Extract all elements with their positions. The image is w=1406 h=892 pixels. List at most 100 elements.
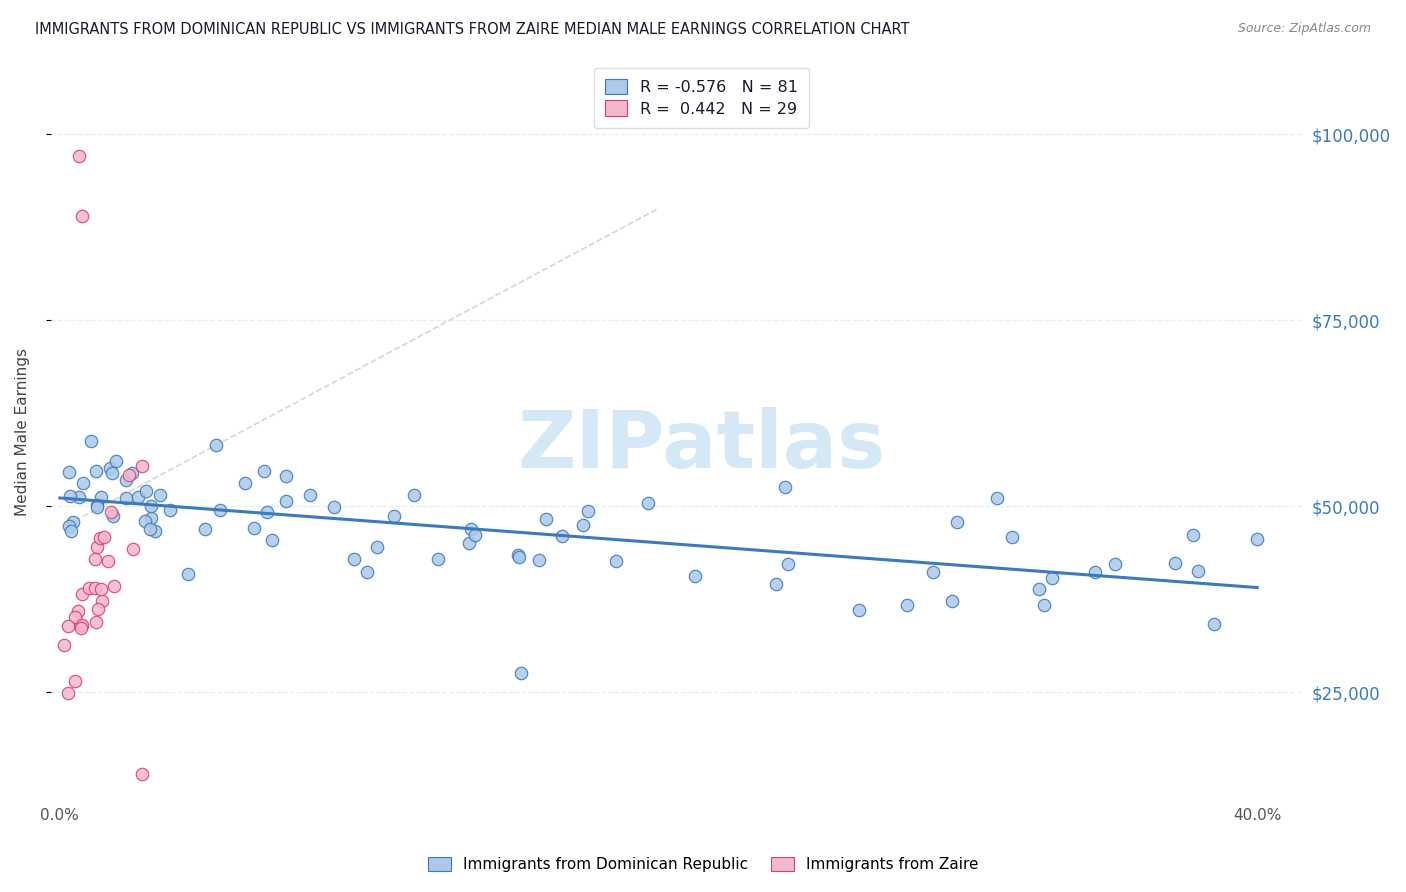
Point	[382, 509, 405, 524]
Point	[90, 490, 112, 504]
Point	[104, 454, 127, 468]
Point	[98, 461, 121, 475]
Point	[773, 480, 796, 494]
Point	[77, 581, 100, 595]
Point	[70, 587, 93, 601]
Legend: R = -0.576   N = 81, R =  0.442   N = 29: R = -0.576 N = 81, R = 0.442 N = 29	[593, 68, 810, 128]
Point	[1164, 556, 1187, 570]
Point	[208, 503, 231, 517]
Point	[460, 522, 482, 536]
Point	[299, 488, 322, 502]
Point	[1033, 599, 1056, 613]
Point	[101, 466, 124, 480]
Point	[59, 489, 82, 503]
Point	[508, 548, 530, 562]
Point	[86, 500, 108, 515]
Point	[637, 496, 659, 510]
Point	[139, 500, 162, 514]
Point	[115, 491, 138, 506]
Point	[256, 505, 278, 519]
Point	[529, 552, 551, 566]
Point	[343, 552, 366, 566]
Point	[458, 536, 481, 550]
Text: ZIPatlas: ZIPatlas	[517, 408, 886, 485]
Point	[205, 438, 228, 452]
Point	[58, 518, 80, 533]
Point	[510, 666, 533, 681]
Point	[402, 488, 425, 502]
Point	[70, 621, 93, 635]
Point	[576, 504, 599, 518]
Point	[56, 619, 79, 633]
Point	[276, 468, 298, 483]
Point	[149, 488, 172, 502]
Point	[464, 528, 486, 542]
Point	[131, 767, 153, 781]
Point	[572, 517, 595, 532]
Point	[1187, 564, 1209, 578]
Point	[69, 618, 91, 632]
Point	[56, 685, 79, 699]
Point	[84, 615, 107, 629]
Point	[135, 483, 157, 498]
Point	[139, 510, 162, 524]
Point	[115, 474, 138, 488]
Point	[70, 209, 93, 223]
Point	[1104, 557, 1126, 571]
Point	[848, 603, 870, 617]
Point	[143, 524, 166, 538]
Point	[72, 475, 94, 490]
Point	[1204, 617, 1226, 632]
Point	[93, 530, 115, 544]
Point	[946, 516, 969, 530]
Point	[103, 509, 125, 524]
Point	[89, 531, 111, 545]
Point	[551, 528, 574, 542]
Point	[91, 594, 114, 608]
Point	[58, 465, 80, 479]
Point	[59, 524, 82, 539]
Point	[427, 552, 450, 566]
Point	[67, 604, 90, 618]
Point	[63, 609, 86, 624]
Point	[121, 467, 143, 481]
Point	[356, 565, 378, 579]
Legend: Immigrants from Dominican Republic, Immigrants from Zaire: Immigrants from Dominican Republic, Immi…	[420, 849, 986, 880]
Point	[97, 554, 120, 568]
Point	[70, 618, 93, 632]
Point	[941, 594, 963, 608]
Point	[83, 552, 105, 566]
Point	[63, 674, 86, 689]
Point	[84, 464, 107, 478]
Point	[90, 582, 112, 596]
Point	[117, 467, 139, 482]
Point	[508, 549, 530, 564]
Point	[1084, 565, 1107, 579]
Point	[121, 542, 143, 557]
Point	[159, 502, 181, 516]
Point	[683, 569, 706, 583]
Point	[986, 491, 1008, 505]
Point	[67, 149, 90, 163]
Point	[194, 522, 217, 536]
Point	[139, 523, 162, 537]
Point	[260, 533, 283, 547]
Point	[1001, 530, 1024, 544]
Point	[62, 515, 84, 529]
Text: IMMIGRANTS FROM DOMINICAN REPUBLIC VS IMMIGRANTS FROM ZAIRE MEDIAN MALE EARNINGS: IMMIGRANTS FROM DOMINICAN REPUBLIC VS IM…	[35, 22, 910, 37]
Point	[80, 434, 103, 448]
Point	[322, 500, 344, 515]
Point	[536, 511, 558, 525]
Point	[921, 566, 943, 580]
Point	[233, 475, 256, 490]
Point	[131, 458, 153, 473]
Point	[274, 494, 297, 508]
Point	[53, 638, 76, 652]
Point	[100, 504, 122, 518]
Point	[134, 514, 156, 528]
Point	[177, 567, 200, 582]
Text: Source: ZipAtlas.com: Source: ZipAtlas.com	[1237, 22, 1371, 36]
Point	[87, 602, 110, 616]
Point	[86, 498, 108, 512]
Point	[896, 598, 918, 612]
